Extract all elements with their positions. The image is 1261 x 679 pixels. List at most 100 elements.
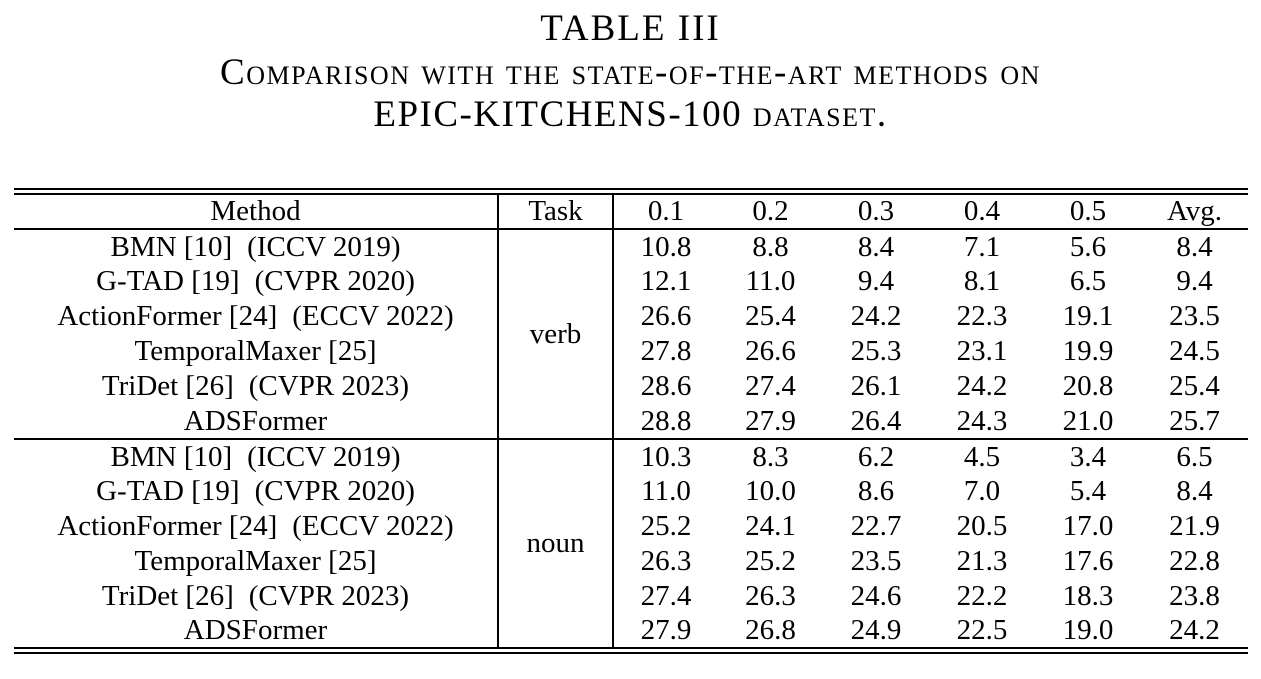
score-cell: 9.4	[857, 265, 895, 297]
score-cell: 8.3	[752, 440, 789, 473]
method-venue: (ICCV 2019)	[247, 440, 401, 473]
score-cell: 24.5	[1169, 335, 1220, 367]
score-cell: 25.2	[640, 510, 692, 542]
score-cell: 8.4	[1176, 475, 1213, 507]
score-cell: 27.4	[745, 370, 796, 402]
method-cell: BMN [10] (ICCV 2019)	[14, 439, 499, 474]
score-cell: 10.3	[640, 440, 692, 473]
score-cell: 25.2	[745, 545, 796, 577]
score-cell: 25.3	[850, 335, 902, 367]
score-cell: 6.5	[1176, 440, 1213, 473]
score-cell: 8.8	[752, 230, 789, 263]
table-row-verb-adsformer: ADSFormer 28.8 27.9 26.4 24.3 21.0 25.7	[14, 404, 1248, 439]
score-cell: 26.6	[640, 300, 692, 332]
score-cell: 27.9	[640, 614, 692, 646]
header-row: Method Task 0.1 0.2 0.3 0.4 0.5 Avg.	[14, 191, 1248, 230]
score-cell: 25.4	[745, 300, 796, 332]
table-row-verb-temporalmaxer: TemporalMaxer [25] 27.8 26.6 25.3 23.1 1…	[14, 334, 1248, 369]
score-cell: 19.0	[1062, 614, 1114, 646]
table-number-title: TABLE III	[540, 8, 721, 49]
method-cell: TriDet [26] (CVPR 2023)	[14, 369, 499, 404]
method-venue: (CVPR 2020)	[254, 265, 415, 297]
score-cell: 3.4	[1069, 440, 1107, 473]
table-row-verb-gtad: G-TAD [19] (CVPR 2020) 12.1 11.0 9.4 8.1 …	[14, 264, 1248, 299]
method-name: BMN [10]	[110, 230, 233, 263]
table-row-noun-adsformer: ADSFormer 27.9 26.8 24.9 22.5 19.0 24.2	[14, 614, 1248, 651]
score-cell: 19.9	[1062, 335, 1114, 367]
score-cell: 27.4	[640, 580, 692, 612]
score-cell: 17.0	[1062, 510, 1114, 542]
table-caption: Comparison with the state-of-the-art met…	[0, 52, 1261, 136]
table-header: Method Task 0.1 0.2 0.3 0.4 0.5 Avg.	[14, 191, 1248, 230]
score-cell: 8.1	[963, 265, 1001, 297]
score-cell: 27.9	[745, 404, 796, 437]
score-cell: 11.0	[745, 265, 796, 297]
score-cell: 23.5	[850, 545, 902, 577]
score-cell: 6.5	[1069, 265, 1107, 297]
score-cell: 21.3	[956, 545, 1008, 577]
method-cell: ActionFormer [24] (ECCV 2022)	[14, 299, 499, 334]
method-cell: TriDet [26] (CVPR 2023)	[14, 579, 499, 614]
score-cell: 22.8	[1169, 545, 1220, 577]
score-cell: 22.5	[956, 614, 1008, 646]
results-table: Method Task 0.1 0.2 0.3 0.4 0.5 Avg. BMN…	[14, 188, 1248, 654]
column-header-task: Task	[498, 191, 614, 230]
score-cell: 8.4	[1176, 230, 1213, 263]
score-cell: 24.2	[956, 370, 1008, 402]
method-venue: (CVPR 2023)	[248, 370, 410, 402]
method-name: BMN [10]	[110, 440, 233, 473]
method-cell: BMN [10] (ICCV 2019)	[14, 229, 499, 264]
score-cell: 21.9	[1169, 510, 1220, 542]
score-cell: 26.1	[850, 370, 902, 402]
method-venue: (ECCV 2022)	[292, 510, 454, 542]
method-cell: ADSFormer	[14, 614, 499, 651]
method-name: ActionFormer [24]	[57, 510, 278, 542]
score-cell: 8.4	[857, 230, 895, 263]
score-cell: 5.4	[1069, 475, 1107, 507]
method-venue: (ICCV 2019)	[247, 230, 401, 263]
method-name: ADSFormer	[183, 404, 328, 437]
method-name: G-TAD [19]	[96, 475, 240, 507]
score-cell: 23.5	[1169, 300, 1220, 332]
method-name: TriDet [26]	[101, 580, 234, 612]
score-cell: 22.7	[850, 510, 902, 542]
score-cell: 19.1	[1062, 300, 1114, 332]
score-cell: 24.1	[745, 510, 796, 542]
table-row-noun-bmn: BMN [10] (ICCV 2019) noun 10.3 8.3 6.2 4.…	[14, 439, 1248, 651]
score-cell: 24.3	[956, 404, 1008, 437]
method-venue: (CVPR 2020)	[254, 475, 415, 507]
score-cell: 20.5	[956, 510, 1008, 542]
task-cell-noun: noun	[498, 439, 614, 651]
score-cell: 10.0	[745, 475, 796, 507]
verb-section: BMN [10] (ICCV 2019) verb 10.8 8.8 8.4 7.…	[14, 229, 1248, 439]
score-cell: 7.1	[963, 230, 1001, 263]
score-cell: 5.6	[1069, 230, 1107, 263]
method-cell: G-TAD [19] (CVPR 2020)	[14, 474, 499, 509]
method-cell: ADSFormer	[14, 404, 499, 439]
method-cell: TemporalMaxer [25]	[14, 334, 499, 369]
noun-section: BMN [10] (ICCV 2019) noun 10.3 8.3 6.2 4.…	[14, 439, 1248, 651]
score-cell: 24.9	[850, 614, 902, 646]
score-cell: 27.8	[640, 335, 692, 367]
score-cell: 18.3	[1062, 580, 1114, 612]
method-name: ActionFormer [24]	[57, 300, 278, 332]
method-name: G-TAD [19]	[96, 265, 240, 297]
score-cell: 7.0	[963, 475, 1001, 507]
score-cell: 4.5	[963, 440, 1001, 473]
score-cell: 11.0	[641, 475, 691, 507]
method-venue: (CVPR 2023)	[248, 580, 410, 612]
column-header-tiou-0-3: 0.3	[823, 191, 929, 230]
method-name: TemporalMaxer [25]	[134, 545, 377, 577]
score-cell: 24.2	[1169, 614, 1220, 646]
table-row-verb-tridet: TriDet [26] (CVPR 2023) 28.6 27.4 26.1 24…	[14, 369, 1248, 404]
score-cell: 26.3	[745, 580, 796, 612]
table-row-verb-actionformer: ActionFormer [24] (ECCV 2022) 26.6 25.4 2…	[14, 299, 1248, 334]
score-cell: 26.6	[745, 335, 796, 367]
score-cell: 26.4	[850, 404, 902, 437]
method-cell: ActionFormer [24] (ECCV 2022)	[14, 509, 499, 544]
score-cell: 21.0	[1062, 404, 1114, 437]
table-row-noun-gtad: G-TAD [19] (CVPR 2020) 11.0 10.0 8.6 7.0 …	[14, 474, 1248, 509]
score-cell: 24.2	[850, 300, 902, 332]
score-cell: 26.3	[640, 545, 692, 577]
